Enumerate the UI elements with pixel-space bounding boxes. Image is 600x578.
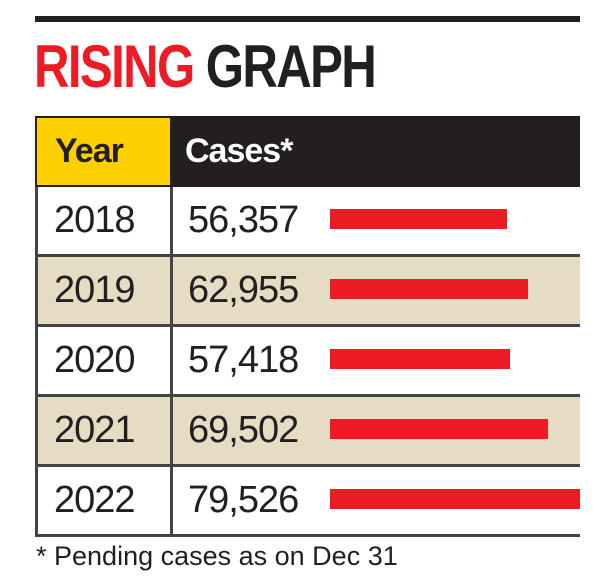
footnote: * Pending cases as on Dec 31 (36, 541, 398, 571)
bar-2019 (330, 279, 528, 299)
value-label: 69,502 (188, 409, 299, 451)
table-row: 2019 62,955 (35, 257, 580, 327)
cases-header: Cases* (185, 132, 293, 170)
value-label: 62,955 (188, 269, 299, 311)
table-row: 2020 57,418 (35, 327, 580, 397)
bar-2022 (330, 489, 580, 509)
year-header: Year (37, 118, 170, 185)
title-red-part: RISING (34, 33, 195, 100)
value-label: 57,418 (188, 339, 299, 381)
data-table: Year Cases* 2018 56,357 2019 62,955 2020 57,4… (35, 116, 580, 537)
bar-2021 (330, 419, 549, 439)
year-cell: 2021 (38, 397, 173, 464)
table-row: 2022 79,526 (35, 467, 580, 537)
year-cell: 2018 (38, 187, 173, 254)
table-header: Year Cases* (35, 116, 580, 187)
year-cell: 2022 (38, 467, 173, 534)
bar-2018 (330, 209, 507, 229)
value-label: 56,357 (188, 199, 299, 241)
bar-2020 (330, 349, 511, 369)
top-rule (35, 16, 580, 22)
value-label: 79,526 (188, 479, 299, 521)
year-cell: 2020 (38, 327, 173, 394)
table-row: 2021 69,502 (35, 397, 580, 467)
table-row: 2018 56,357 (35, 187, 580, 257)
title-black-part: GRAPH (205, 33, 377, 100)
chart-title: RISING GRAPH (34, 32, 377, 102)
year-cell: 2019 (38, 257, 173, 324)
